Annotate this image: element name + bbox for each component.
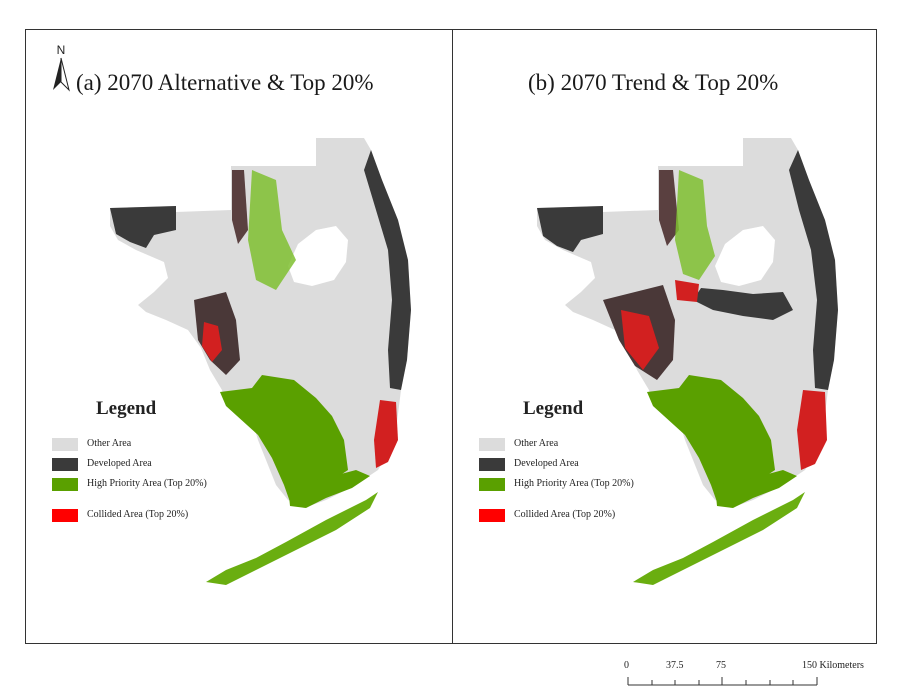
developed-area-north	[659, 170, 679, 246]
legend-swatch-high-priority	[52, 478, 78, 491]
collided-area-west	[621, 310, 659, 370]
legend-label-other: Other Area	[514, 438, 559, 449]
legend-title: Legend	[96, 398, 157, 419]
legend-label-collided: Collided Area (Top 20%)	[87, 509, 189, 520]
legend-label-developed: Developed Area	[514, 458, 579, 469]
legend-swatch-developed	[52, 458, 78, 471]
collided-area-north	[675, 280, 699, 302]
collided-area-west	[202, 322, 222, 362]
legend-label-high-priority: High Priority Area (Top 20%)	[87, 478, 207, 489]
developed-area-lake-ring	[693, 288, 793, 320]
high-priority-everglades	[647, 375, 775, 502]
collided-area-east	[374, 400, 398, 468]
map-trend	[537, 138, 838, 585]
developed-area-west	[110, 206, 176, 248]
map-frame	[25, 29, 877, 644]
legend-swatch-collided	[479, 509, 505, 522]
map-panel-alternative: N (a) 2070 Alternative & Top 20% Legend …	[26, 30, 451, 643]
north-arrow: N	[50, 44, 72, 97]
legend-label-other: Other Area	[87, 438, 132, 449]
developed-area-west	[537, 206, 603, 252]
collided-area-east	[797, 390, 827, 470]
scale-tick-label-150: 150 Kilometers	[802, 660, 864, 671]
high-priority-keys	[633, 492, 805, 585]
legend-label-high-priority: High Priority Area (Top 20%)	[514, 478, 634, 489]
scale-tick-label-0: 0	[624, 660, 629, 671]
legend-swatch-high-priority	[479, 478, 505, 491]
legend-swatch-developed	[479, 458, 505, 471]
lake-okeechobee	[288, 226, 348, 286]
panel-divider	[452, 29, 453, 644]
legend-swatch-collided	[52, 509, 78, 522]
developed-area-east-coast	[789, 150, 838, 390]
legend-swatch-other	[52, 438, 78, 451]
panel-title-trend: (b) 2070 Trend & Top 20%	[528, 70, 779, 95]
map-alternative	[110, 138, 411, 585]
high-priority-interior	[248, 170, 296, 290]
legend-swatch-other	[479, 438, 505, 451]
scale-bar-graphic	[627, 677, 818, 686]
lake-okeechobee	[715, 226, 775, 286]
panel-title-alternative: (a) 2070 Alternative & Top 20%	[76, 70, 374, 95]
high-priority-florida-bay	[715, 470, 797, 508]
high-priority-everglades	[220, 375, 348, 502]
map-panel-trend: (b) 2070 Trend & Top 20% Legend Other Ar…	[453, 30, 878, 643]
north-arrow-icon	[53, 57, 70, 92]
legend-label-collided: Collided Area (Top 20%)	[514, 509, 616, 520]
scale-tick-label-75: 75	[716, 660, 726, 671]
scale-bar: 0 37.5 75 150 Kilometers	[620, 660, 864, 690]
scale-tick-label-37-5: 37.5	[666, 660, 684, 671]
high-priority-florida-bay	[288, 470, 370, 508]
high-priority-keys	[206, 492, 378, 585]
developed-area-east-coast	[364, 150, 411, 390]
north-arrow-label: N	[56, 43, 66, 57]
developed-area-north	[232, 170, 248, 244]
high-priority-interior	[675, 170, 715, 280]
legend-title: Legend	[523, 398, 584, 419]
legend-label-developed: Developed Area	[87, 458, 152, 469]
